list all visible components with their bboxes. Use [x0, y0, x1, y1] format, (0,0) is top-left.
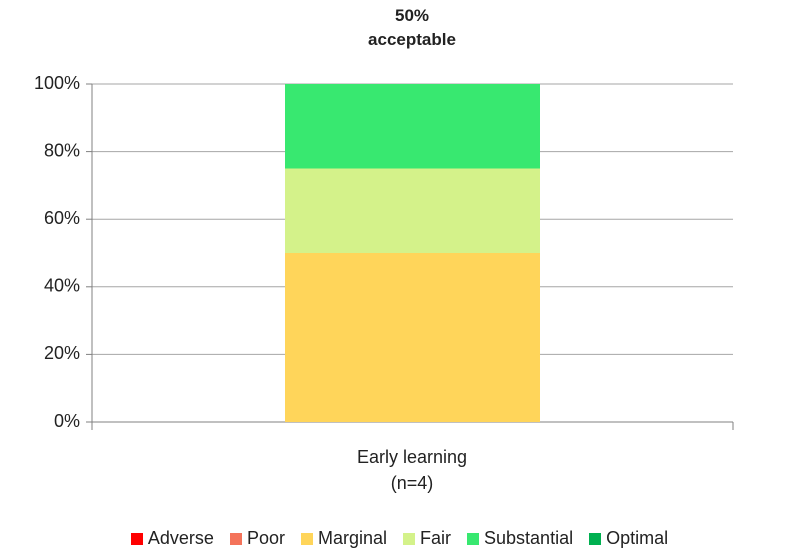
- y-tick-label: 40%: [44, 276, 80, 296]
- legend-label: Marginal: [317, 528, 388, 548]
- legend-swatch: [300, 532, 313, 545]
- legend-item: Poor: [229, 528, 285, 549]
- legend-label: Optimal: [606, 528, 669, 548]
- y-tick-label: 100%: [34, 73, 80, 93]
- legend-item: Optimal: [589, 528, 668, 549]
- legend-swatch: [229, 532, 242, 545]
- x-tick-label: Early learning (n=4): [356, 447, 468, 493]
- bar-segment: [285, 84, 540, 169]
- legend-label: Fair: [420, 528, 452, 548]
- legend-swatch: [589, 532, 602, 545]
- y-tick-label: 20%: [44, 343, 80, 363]
- legend-swatch: [403, 532, 416, 545]
- legend-swatch: [130, 532, 143, 545]
- annotation: 50% acceptable: [368, 6, 456, 49]
- legend-item: Substantial: [467, 528, 573, 549]
- y-tick-label: 60%: [44, 208, 80, 228]
- legend-item: Adverse: [130, 528, 214, 549]
- legend-label: Poor: [246, 528, 285, 548]
- legend: Adverse Poor Marginal Fair Substantial Optima…: [0, 528, 799, 549]
- y-tick-label: 0%: [54, 411, 80, 431]
- bar-segment: [285, 253, 540, 422]
- legend-item: Fair: [403, 528, 451, 549]
- legend-swatch: [467, 532, 480, 545]
- bar-segment: [285, 168, 540, 253]
- y-tick-label: 80%: [44, 140, 80, 160]
- legend-label: Substantial: [484, 528, 574, 548]
- legend-item: Marginal: [300, 528, 388, 549]
- legend-label: Adverse: [147, 528, 214, 548]
